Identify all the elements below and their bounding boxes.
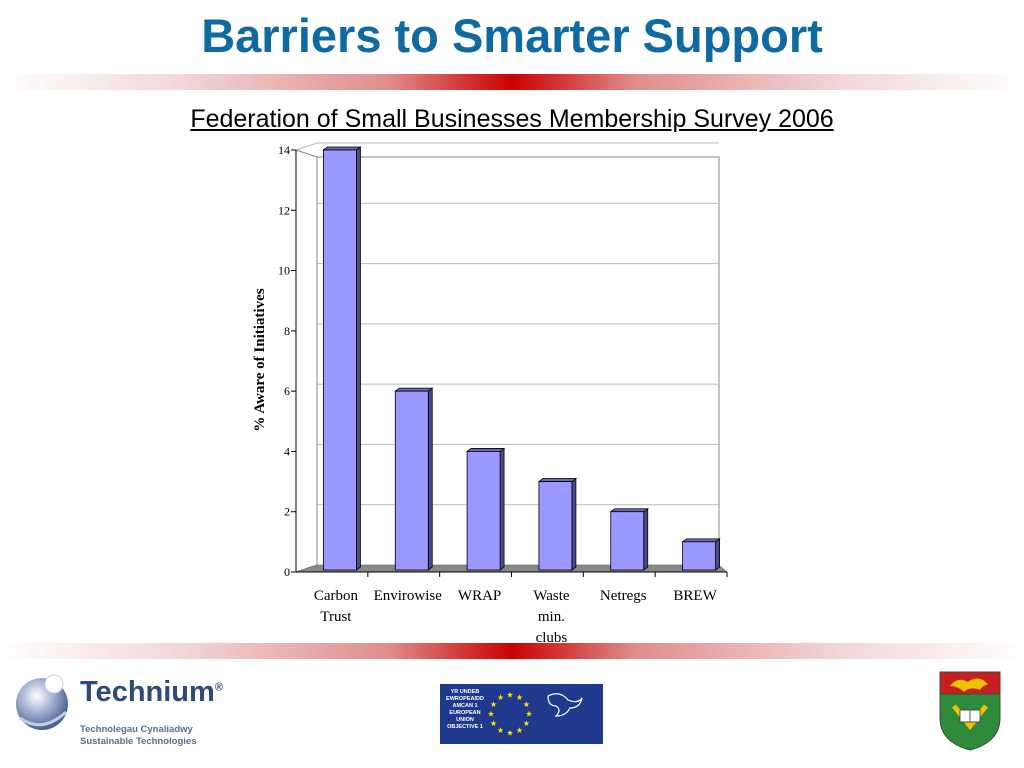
y-tick-label: 12 bbox=[278, 203, 290, 217]
y-tick-label: 10 bbox=[278, 264, 290, 278]
y-tick-label: 2 bbox=[284, 505, 290, 519]
bar-top bbox=[537, 478, 578, 482]
bar-top bbox=[681, 538, 721, 543]
bar-side bbox=[356, 146, 361, 571]
y-tick-label: 8 bbox=[284, 324, 290, 338]
bar-top bbox=[609, 508, 649, 513]
eu-star-icon bbox=[497, 694, 504, 701]
eu-star-icon bbox=[488, 710, 494, 717]
y-tick-label: 14 bbox=[278, 143, 290, 157]
bar-top bbox=[394, 387, 434, 392]
technium-logo: Technium® Technolegau Cynaliadwy Sustain… bbox=[14, 668, 223, 754]
x-tick-label: Carbon Trust bbox=[314, 588, 359, 625]
eu-star-icon bbox=[490, 701, 497, 708]
technium-orb-icon bbox=[16, 674, 68, 730]
bar-chart: 0 2 4 6 8 10 12 14 Carbon Trust Envirowise WRAP Wast… bbox=[252, 142, 728, 646]
chart-back-wall bbox=[316, 156, 720, 573]
bar bbox=[538, 481, 573, 571]
eu-star-icon bbox=[497, 727, 504, 733]
bar bbox=[394, 390, 429, 571]
bar-side bbox=[715, 538, 720, 571]
chart-side-wall bbox=[295, 149, 318, 573]
technium-tagline-english: Sustainable Technologies bbox=[80, 736, 197, 747]
eu-objective1-logo: YR UNDEB EWROPEAIDD AMCAN 1 EUROPEAN UNI… bbox=[440, 684, 603, 744]
eu-star-icon bbox=[523, 701, 530, 708]
eu-star-icon bbox=[526, 710, 532, 717]
decorative-band-bottom bbox=[0, 643, 1024, 659]
chart-title: Federation of Small Businesses Membershi… bbox=[190, 105, 834, 133]
slide-title: Barriers to Smarter Support bbox=[201, 9, 823, 62]
bar-top bbox=[322, 146, 362, 151]
welsh-dragon-icon bbox=[547, 693, 583, 717]
gridline-diagonal bbox=[295, 142, 318, 151]
registered-mark: ® bbox=[214, 681, 223, 694]
y-tick-label: 4 bbox=[284, 444, 290, 458]
eu-star-icon bbox=[516, 727, 523, 733]
y-axis-label: % Aware of Initiatives bbox=[252, 288, 268, 431]
bar-side bbox=[499, 447, 505, 571]
y-tick-label: 6 bbox=[284, 384, 290, 398]
x-tick-label: BREW bbox=[673, 588, 717, 604]
bar-side bbox=[427, 387, 433, 571]
bar bbox=[610, 511, 645, 571]
eu-star-icon bbox=[507, 691, 513, 698]
technium-tagline-welsh: Technolegau Cynaliadwy bbox=[80, 724, 193, 735]
x-tick-label: WRAP bbox=[458, 588, 501, 604]
eu-star-icon bbox=[523, 720, 530, 727]
technium-wordmark: Technium bbox=[80, 676, 215, 708]
eu-star-icon bbox=[507, 729, 513, 736]
bar-side bbox=[571, 477, 577, 571]
decorative-band-top bbox=[0, 74, 1024, 90]
bar bbox=[323, 149, 357, 571]
eu-star-icon bbox=[490, 720, 497, 727]
bar-side bbox=[643, 507, 649, 571]
eu-logo-text: YR UNDEB EWROPEAIDD AMCAN 1 EUROPEAN UNI… bbox=[446, 689, 484, 730]
university-crest-icon bbox=[939, 671, 1001, 751]
y-tick-label: 0 bbox=[284, 565, 290, 579]
bar-top bbox=[465, 448, 506, 452]
x-tick-label: Netregs bbox=[600, 588, 647, 604]
technium-name: Technium® bbox=[80, 676, 223, 709]
bar bbox=[682, 541, 716, 571]
x-tick-label: Waste min. clubs bbox=[533, 588, 570, 646]
eu-star-icon bbox=[516, 694, 523, 701]
bar bbox=[466, 451, 501, 571]
eu-stars-icon bbox=[488, 688, 598, 740]
x-tick-label: Envirowise bbox=[374, 588, 443, 604]
